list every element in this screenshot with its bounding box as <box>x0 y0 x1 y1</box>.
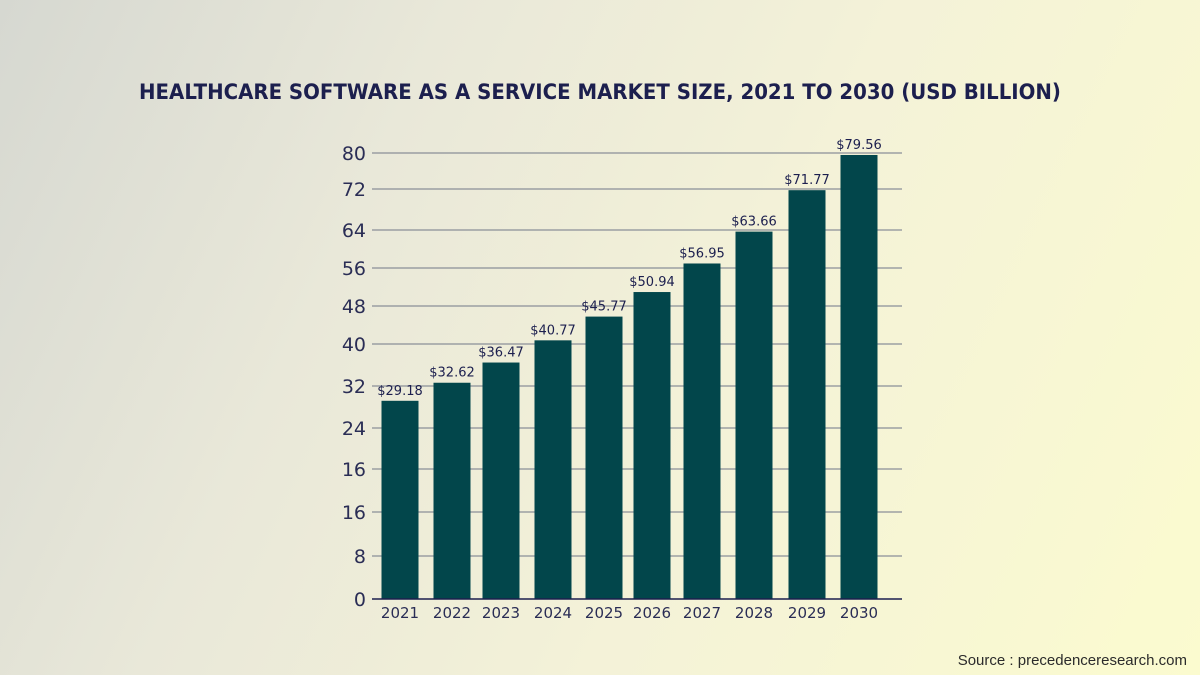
x-tick-label: 2025 <box>585 604 623 622</box>
y-tick-label: 64 <box>342 220 366 242</box>
y-tick-label: 16 <box>342 459 366 481</box>
x-tick-label: 2024 <box>534 604 572 622</box>
bar-2028 <box>735 231 773 600</box>
y-tick-label: 16 <box>342 502 366 524</box>
y-tick-label: 24 <box>342 418 366 440</box>
bars <box>381 154 878 600</box>
data-label: $32.62 <box>429 366 475 381</box>
bar-2021 <box>381 400 419 599</box>
x-tick-label: 2021 <box>381 604 419 622</box>
data-label: $40.77 <box>530 323 576 338</box>
y-tick-label: 8 <box>354 546 366 568</box>
source-note: Source : precedenceresearch.com <box>957 652 1187 669</box>
data-label: $45.77 <box>581 300 627 315</box>
data-label: $50.94 <box>629 275 675 290</box>
y-tick-label: 56 <box>342 258 366 280</box>
data-label: $71.77 <box>784 173 830 188</box>
y-tick-label: 40 <box>342 334 366 356</box>
y-tick-label: 48 <box>342 296 366 318</box>
data-label: $29.18 <box>377 384 423 399</box>
y-axis-ticks: 0 8 16 16 24 32 40 48 56 64 72 80 <box>342 143 366 611</box>
data-label: $79.56 <box>836 138 882 153</box>
bar-2025 <box>585 316 623 599</box>
y-tick-label: 0 <box>354 589 366 611</box>
x-tick-label: 2027 <box>683 604 721 622</box>
data-label: $56.95 <box>679 246 725 261</box>
data-labels: $29.18 $32.62$36.47 $40.77 $45.77$50.94 $56.… <box>377 138 882 399</box>
bar-2029 <box>788 190 826 599</box>
x-tick-label: 2023 <box>482 604 520 622</box>
x-tick-label: 2022 <box>433 604 471 622</box>
chart-title: HEALTHCARE SOFTWARE AS A SERVICE MARKET … <box>139 80 1061 104</box>
x-tick-label: 2029 <box>788 604 826 622</box>
x-tick-label: 2028 <box>735 604 773 622</box>
y-tick-label: 80 <box>342 143 366 165</box>
bar-2024 <box>534 340 572 599</box>
bar-2022 <box>433 382 471 599</box>
x-tick-label: 2026 <box>633 604 671 622</box>
data-label: $36.47 <box>478 346 524 361</box>
bar-2030 <box>840 154 878 600</box>
x-tick-label: 2030 <box>840 604 878 622</box>
y-tick-label: 72 <box>342 179 366 201</box>
bar-2023 <box>482 362 520 599</box>
y-tick-label: 32 <box>342 376 366 398</box>
data-label: $63.66 <box>731 215 777 230</box>
bar-2027 <box>683 263 721 599</box>
x-axis-ticks: 2021 2022 2023 2024 2025 2026 2027 2028 2029 2030 <box>381 604 878 622</box>
bar-2026 <box>633 292 671 599</box>
